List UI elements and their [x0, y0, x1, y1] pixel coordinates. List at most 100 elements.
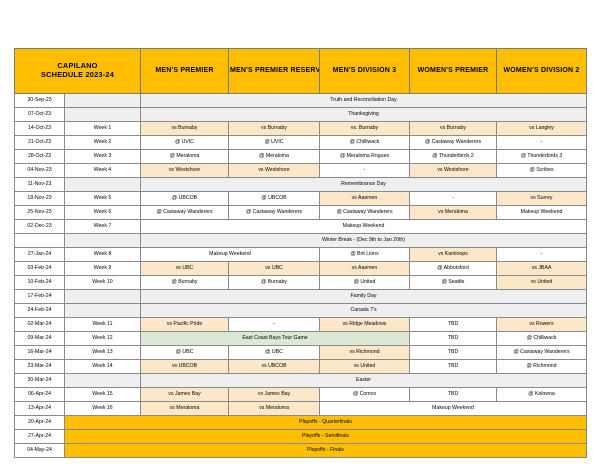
row-week-label: Week 6: [64, 205, 141, 220]
row-week-label: Week 4: [64, 163, 141, 178]
playoff-label: Playoffs - Semifinals: [64, 429, 587, 444]
row-date: 18-Nov-23: [14, 191, 65, 206]
fixture-cell: TBD: [409, 359, 497, 374]
row-week: [64, 373, 141, 388]
row-week-label: Week 5: [64, 191, 141, 206]
fixture-cell: vs Westshore: [409, 163, 497, 178]
title-line-1: CAPILANO: [57, 61, 98, 71]
fixture-cell: @ Brit Lions: [319, 247, 410, 262]
table-row: 14-Oct-23 Week 1 vs Burnaby vs Burnaby vs. B…: [14, 121, 587, 136]
row-week-label: Week 7: [64, 219, 141, 234]
table-header: CAPILANO SCHEDULE 2023-24 MEN'S PREMIER …: [14, 48, 587, 94]
fixture-cell: vs JBAA: [496, 261, 587, 276]
row-week: [64, 289, 141, 304]
fixture-cell: -: [409, 191, 497, 206]
table-row: 11-Nov-23 Remembrance Day: [14, 177, 587, 192]
row-date: 04-Nov-23: [14, 163, 65, 178]
column-header-mens-division-3: MEN'S DIVISION 3: [319, 48, 410, 94]
playoff-label: Playoffs - Quarterfinals: [64, 415, 587, 430]
column-header-womens-premier: WOMEN'S PREMIER: [409, 48, 497, 94]
table-row: Winter Break - (Dec 9th to Jan 20th): [14, 233, 587, 248]
makeup-weekend-label: Makeup Weekend: [319, 401, 587, 416]
fixture-cell: vs James Bay: [228, 387, 320, 402]
fixture-cell: vs Westshore: [140, 163, 229, 178]
fixture-cell: Makeup Weekend: [496, 205, 587, 220]
row-date: 07-Oct-23: [14, 107, 65, 122]
fixture-cell: -: [228, 317, 320, 332]
row-week-label: Week 15: [64, 387, 141, 402]
table-row: 27-Apr-24 Playoffs - Semifinals: [14, 429, 587, 444]
table-row: 07-Oct-23 Thanksgiving: [14, 107, 587, 122]
fixture-cell: @ UVIC: [140, 135, 229, 150]
row-date: 06-Apr-24: [14, 387, 65, 402]
row-date: [14, 233, 65, 248]
fixture-cell: @ Castaway Wanderers: [140, 205, 229, 220]
title-line-2: SCHEDULE 2023-24: [40, 70, 115, 79]
table-row: 06-Apr-24 Week 15 vs James Bay vs James Bay…: [14, 387, 587, 402]
fixture-cell: vs. Burnaby: [319, 121, 410, 136]
row-week: [64, 93, 141, 108]
fixture-cell: vs UBCOB: [140, 359, 229, 374]
row-week-label: Week 9: [64, 261, 141, 276]
row-week-label: Week 8: [64, 247, 141, 262]
fixture-cell: -: [496, 247, 587, 262]
row-date: 30-Mar-24: [14, 373, 65, 388]
fixture-cell: @ Castaway Wanderers: [319, 205, 410, 220]
holiday-event-label: Easter: [140, 373, 587, 388]
row-date: 17-Feb-24: [14, 289, 65, 304]
fixture-cell: vs United: [496, 275, 587, 290]
fixture-cell: vs United: [319, 359, 410, 374]
fixture-cell: @ Scribes: [496, 163, 587, 178]
row-date: 03-Feb-24: [14, 261, 65, 276]
fixture-cell: vs UBCOB: [228, 359, 320, 374]
table-row: 18-Nov-23 Week 5 @ UBCOB @ UBCOB vs Aaemen - v…: [14, 191, 587, 206]
row-date: 30-Sep-23: [14, 93, 65, 108]
table-row: 16-Mar-24 Week 13 @ UBC @ UBC vs Richmond TBD…: [14, 345, 587, 360]
makeup-weekend-label: Makeup Weekend: [140, 247, 320, 262]
fixture-cell: vs Rowers: [496, 317, 587, 332]
fixture-cell: vs Burnaby: [409, 121, 497, 136]
fixture-cell: @ Thunderbirds 3: [496, 149, 587, 164]
fixture-cell: @ UBC: [228, 345, 320, 360]
row-date: 27-Jan-24: [14, 247, 65, 262]
fixture-cell: vs Richmond: [319, 345, 410, 360]
table-row: 30-Mar-24 Easter: [14, 373, 587, 388]
fixture-cell: @ Chilliwack: [496, 331, 587, 346]
row-date: 11-Nov-23: [14, 177, 65, 192]
tour-game-label: East Coast Bays Tour Game: [140, 331, 410, 346]
schedule-table: CAPILANO SCHEDULE 2023-24 MEN'S PREMIER …: [14, 48, 587, 458]
holiday-event-label: Canada 7's: [140, 303, 587, 318]
table-row: 17-Feb-24 Family Day: [14, 289, 587, 304]
holiday-event-label: Truth and Reconciliation Day: [140, 93, 587, 108]
row-week-label: Week 11: [64, 317, 141, 332]
row-week-label: Week 10: [64, 275, 141, 290]
table-row: 27-Jan-24 Week 8 Makeup Weekend @ Brit Lion…: [14, 247, 587, 262]
fixture-cell: -: [319, 163, 410, 178]
fixture-cell: vs UBC: [228, 261, 320, 276]
row-week-label: Week 2: [64, 135, 141, 150]
row-week-label: Week 16: [64, 401, 141, 416]
fixture-cell: @ Castaway Wanderers: [496, 345, 587, 360]
row-date: 23-Mar-24: [14, 359, 65, 374]
row-date: 09-Mar-24: [14, 331, 65, 346]
fixture-cell: @ Burnaby: [140, 275, 229, 290]
fixture-cell: @ UBCOB: [228, 191, 320, 206]
fixture-cell: @ United: [319, 275, 410, 290]
row-week: [64, 107, 141, 122]
fixture-cell: @ UBCOB: [140, 191, 229, 206]
fixture-cell: @ Abbotsford: [409, 261, 497, 276]
schedule-title: CAPILANO SCHEDULE 2023-24: [14, 48, 141, 94]
fixture-cell: @ Thunderbirds 2: [409, 149, 497, 164]
row-date: 10-Feb-24: [14, 275, 65, 290]
fixture-cell: vs Aaemen: [319, 261, 410, 276]
row-week-label: Week 12: [64, 331, 141, 346]
fixture-cell: vs Pacific Pride: [140, 317, 229, 332]
row-week: [64, 233, 141, 248]
row-week-label: Week 14: [64, 359, 141, 374]
row-date: 27-Apr-24: [14, 429, 65, 444]
fixture-cell: vs Meraloma: [140, 401, 229, 416]
fixture-cell: TBD: [409, 387, 497, 402]
fixture-cell: @ Chilliwack: [319, 135, 410, 150]
table-row: 30-Sep-23 Truth and Reconciliation Day: [14, 93, 587, 108]
row-week: [64, 303, 141, 318]
